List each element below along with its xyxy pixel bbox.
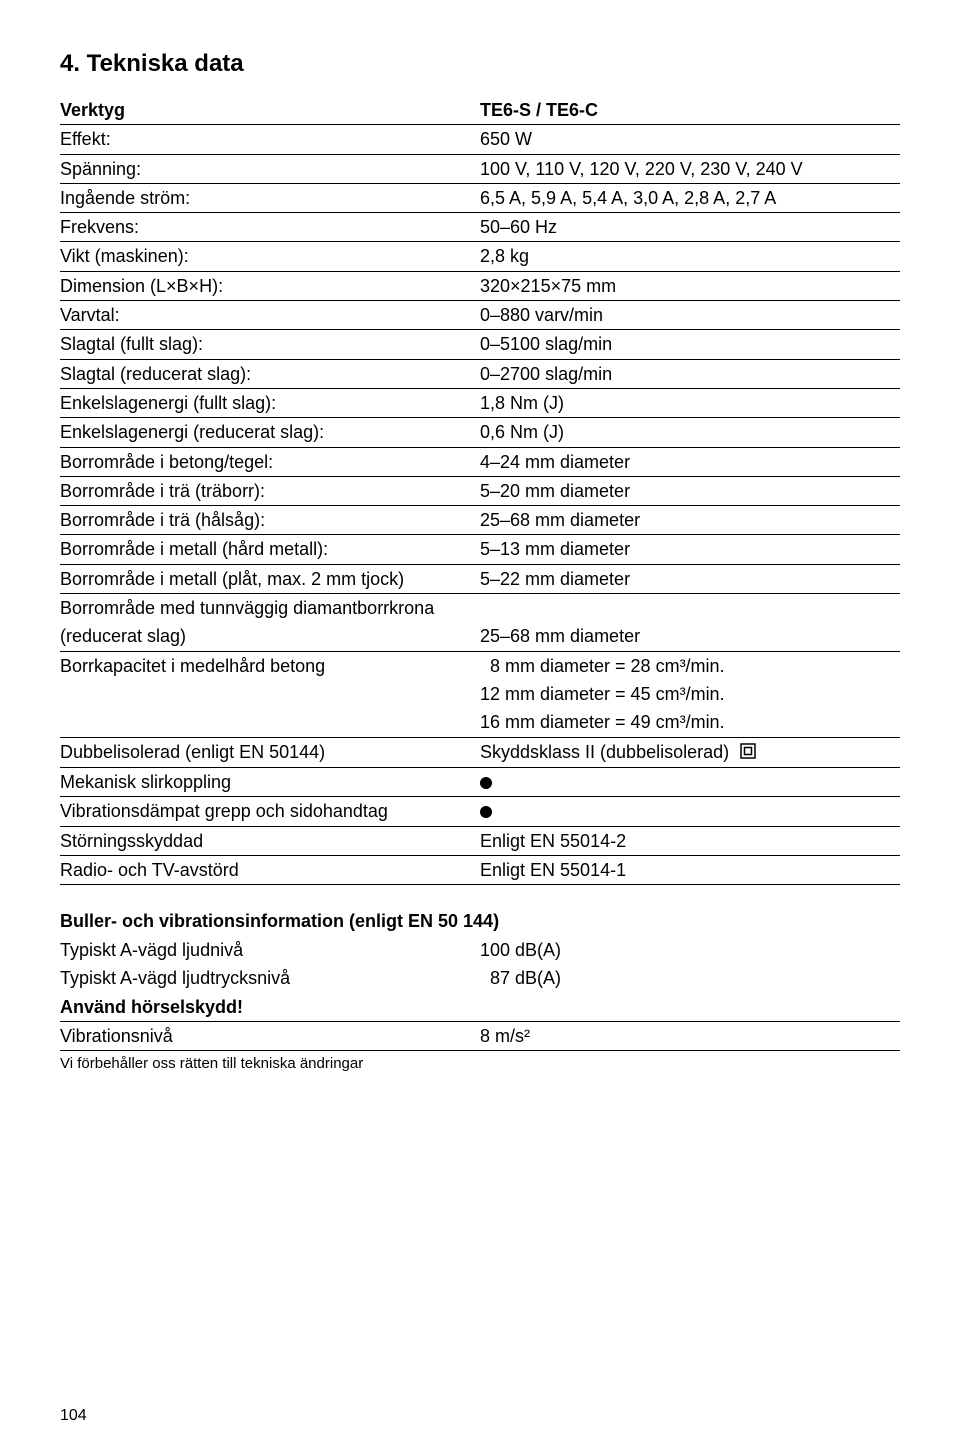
spec-table-noise: Typiskt A-vägd ljudnivå 100 dB(A) Typisk… (60, 936, 900, 1051)
row-value: 6,5 A, 5,9 A, 5,4 A, 3,0 A, 2,8 A, 2,7 A (480, 183, 900, 212)
double-square-icon (740, 741, 756, 765)
row-label: Borrområde i trä (hålsåg): (60, 506, 480, 535)
header-row: Verktyg TE6-S / TE6-C (60, 96, 900, 125)
row-value: 25–68 mm diameter (480, 506, 900, 535)
row-label: (reducerat slag) (60, 622, 480, 651)
row-value: 0–5100 slag/min (480, 330, 900, 359)
row-value: 320×215×75 mm (480, 271, 900, 300)
row-label: Varvtal: (60, 301, 480, 330)
row-value: 87 dB(A) (480, 964, 900, 992)
row-value: 8 m/s² (480, 1022, 900, 1051)
row-label (60, 708, 480, 737)
row-label: Effekt: (60, 125, 480, 154)
dot-icon (480, 777, 492, 789)
row-label: Radio- och TV-avstörd (60, 855, 480, 884)
row-value: 2,8 kg (480, 242, 900, 271)
row-value (480, 993, 900, 1022)
header-label: Verktyg (60, 96, 480, 125)
row-label: Typiskt A-vägd ljudnivå (60, 936, 480, 964)
row-value: 5–20 mm diameter (480, 476, 900, 505)
row-label: Ingående ström: (60, 183, 480, 212)
row-value: 1,8 Nm (J) (480, 388, 900, 417)
row-label: Dimension (L×B×H): (60, 271, 480, 300)
row-value: 0–880 varv/min (480, 301, 900, 330)
subsection-title: Buller- och vibrationsinformation (enlig… (60, 911, 900, 932)
row-label: Enkelslagenergi (fullt slag): (60, 388, 480, 417)
row-label: Borrområde i metall (plåt, max. 2 mm tjo… (60, 564, 480, 593)
row-label: Slagtal (fullt slag): (60, 330, 480, 359)
row-label: Borrområde med tunnväggig diamantborrkro… (60, 594, 480, 623)
row-label: Spänning: (60, 154, 480, 183)
row-value: 8 mm diameter = 28 cm³/min. (480, 651, 900, 680)
page-number: 104 (60, 1407, 87, 1425)
row-label (60, 680, 480, 708)
row-value: 4–24 mm diameter (480, 447, 900, 476)
row-label: Typiskt A-vägd ljudtrycksnivå (60, 964, 480, 992)
row-label: Vibrationsdämpat grepp och sidohandtag (60, 797, 480, 826)
row-value: 5–13 mm diameter (480, 535, 900, 564)
disclaimer: Vi förbehåller oss rätten till tekniska … (60, 1055, 900, 1072)
row-label: Vibrationsnivå (60, 1022, 480, 1051)
row-label: Mekanisk slirkoppling (60, 767, 480, 796)
row-value: 16 mm diameter = 49 cm³/min. (480, 708, 900, 737)
row-label: Borrområde i metall (hård metall): (60, 535, 480, 564)
row-value: 25–68 mm diameter (480, 622, 900, 651)
row-value: 100 V, 110 V, 120 V, 220 V, 230 V, 240 V (480, 154, 900, 183)
hearing-protection: Använd hörselskydd! (60, 993, 480, 1022)
header-value: TE6-S / TE6-C (480, 96, 900, 125)
row-value: Skyddsklass II (dubbelisolerad) (480, 737, 900, 767)
row-value: 0–2700 slag/min (480, 359, 900, 388)
section-title: 4. Tekniska data (60, 50, 900, 78)
row-label: Borrkapacitet i medelhård betong (60, 651, 480, 680)
row-value: Enligt EN 55014-2 (480, 826, 900, 855)
row-label: Dubbelisolerad (enligt EN 50144) (60, 737, 480, 767)
row-label: Enkelslagenergi (reducerat slag): (60, 418, 480, 447)
row-label: Borrområde i betong/tegel: (60, 447, 480, 476)
row-value: 50–60 Hz (480, 213, 900, 242)
row-value-text: Skyddsklass II (dubbelisolerad) (480, 742, 729, 762)
row-label: Slagtal (reducerat slag): (60, 359, 480, 388)
row-value (480, 594, 900, 623)
row-label: Frekvens: (60, 213, 480, 242)
row-label: Borrområde i trä (träborr): (60, 476, 480, 505)
row-value: 100 dB(A) (480, 936, 900, 964)
row-label: Vikt (maskinen): (60, 242, 480, 271)
row-value (480, 797, 900, 826)
row-value: 0,6 Nm (J) (480, 418, 900, 447)
row-value (480, 767, 900, 796)
row-label: Störningsskyddad (60, 826, 480, 855)
row-value: Enligt EN 55014-1 (480, 855, 900, 884)
row-value: 12 mm diameter = 45 cm³/min. (480, 680, 900, 708)
row-value: 5–22 mm diameter (480, 564, 900, 593)
dot-icon (480, 806, 492, 818)
row-value: 650 W (480, 125, 900, 154)
spec-table-main: Verktyg TE6-S / TE6-C Effekt:650 W Spänn… (60, 96, 900, 885)
